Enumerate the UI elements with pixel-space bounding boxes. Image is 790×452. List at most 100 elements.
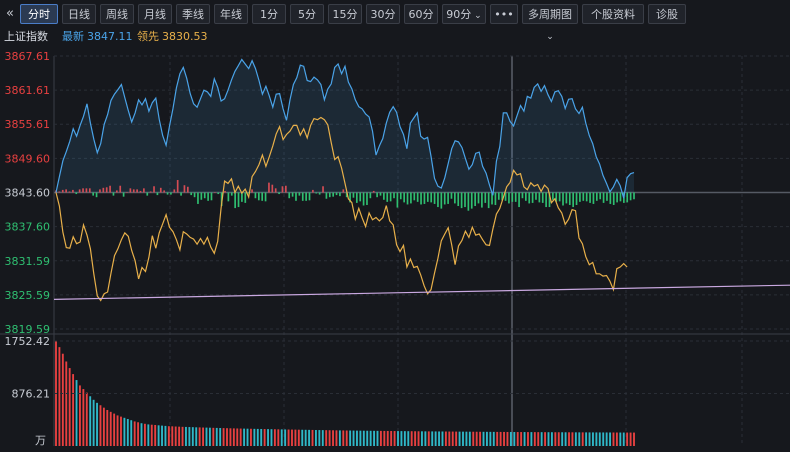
diff-bar [136, 189, 138, 193]
diff-bar [241, 192, 243, 202]
index-name: 上证指数 [4, 30, 48, 43]
diff-bar [244, 192, 247, 203]
volume-bar [130, 420, 133, 446]
volume-bar [236, 428, 239, 446]
diff-bar [497, 192, 500, 200]
diff-bar [318, 192, 321, 195]
diff-bar [129, 188, 132, 193]
volume-bar [195, 427, 198, 446]
volume-bar [116, 415, 119, 446]
volume-bar [629, 432, 632, 446]
diff-bar [298, 192, 301, 196]
volume-bar [557, 432, 560, 446]
volume-bar [592, 432, 594, 446]
toolbar-button-1[interactable]: 日线 [62, 4, 96, 24]
series-line-leading [55, 116, 628, 302]
diff-bar [410, 192, 412, 204]
volume-bar [547, 432, 550, 446]
diff-bar [450, 192, 453, 199]
toolbar-button-5[interactable]: 年线 [214, 4, 248, 24]
volume-bar [277, 429, 280, 446]
diff-bar [82, 188, 84, 193]
volume-bar [427, 431, 430, 446]
volume-bar [496, 431, 499, 446]
volume-bar [188, 427, 191, 446]
toolbar-button-0[interactable]: 分时 [20, 4, 58, 24]
toolbar-button-7[interactable]: 5分 [290, 4, 324, 24]
volume-bar [297, 429, 300, 446]
toolbar-button-3[interactable]: 月线 [138, 4, 172, 24]
diff-bar [460, 192, 463, 209]
volume-bar [325, 430, 328, 446]
diff-bar [315, 192, 318, 194]
volume-bar [369, 430, 372, 446]
y-tick-label: 3855.61 [5, 118, 51, 131]
collapse-icon[interactable]: « [6, 6, 14, 21]
diff-bar [159, 187, 162, 193]
toolbar-button-14[interactable]: 个股资料 [582, 4, 644, 24]
volume-bar [421, 431, 423, 446]
volume-bar [202, 427, 205, 446]
diff-bar [548, 192, 551, 208]
diff-bar [389, 192, 392, 202]
diff-bar [308, 192, 311, 201]
volume-bar [212, 427, 215, 446]
volume-bar [626, 432, 629, 446]
diff-bar [68, 191, 71, 193]
volume-bar [232, 428, 235, 446]
toolbar-button-6[interactable]: 1分 [252, 4, 286, 24]
volume-bar [99, 405, 102, 446]
diff-bar [61, 189, 64, 193]
diff-bar [109, 185, 111, 193]
volume-bar [417, 431, 420, 446]
volume-bar [403, 431, 406, 446]
diff-bar [78, 189, 81, 193]
toolbar-button-4[interactable]: 季线 [176, 4, 210, 24]
info-bar: 上证指数 最新 3847.11 领先 3830.53 [0, 30, 790, 46]
volume-bar [75, 380, 78, 446]
toolbar-button-12[interactable]: ••• [490, 4, 518, 24]
volume-bar [106, 410, 109, 446]
diff-bar [345, 192, 348, 198]
volume-bar [92, 399, 95, 446]
volume-bar [246, 428, 249, 446]
diff-bar [210, 192, 213, 201]
toolbar-button-13[interactable]: 多周期图 ⌄ [522, 4, 578, 42]
diff-bar [156, 192, 159, 196]
diff-bar [291, 192, 294, 197]
toolbar-button-10[interactable]: 60分 [404, 4, 438, 24]
volume-bar [161, 425, 163, 446]
volume-bar [438, 431, 440, 446]
volume-bar [174, 426, 177, 446]
toolbar-button-9[interactable]: 30分 [366, 4, 400, 24]
toolbar-button-8[interactable]: 15分 [328, 4, 362, 24]
volume-bar [462, 431, 464, 446]
toolbar-button-11[interactable]: 90分 ⌄ [442, 4, 486, 24]
toolbar-button-15[interactable]: 诊股 [648, 4, 686, 24]
volume-bar [424, 431, 427, 446]
diff-bar [474, 192, 476, 207]
volume-bar [314, 430, 317, 446]
diff-bar [568, 192, 571, 205]
volume-bar [270, 429, 273, 446]
volume-bar [509, 431, 512, 446]
diff-bar [322, 186, 324, 193]
diff-bar [301, 192, 304, 201]
diff-bar [508, 192, 510, 204]
volume-bar [479, 431, 482, 446]
diff-bar [535, 192, 537, 200]
diff-bar [207, 192, 209, 201]
diff-bar [190, 192, 193, 196]
diff-bar [437, 192, 439, 208]
diff-bar [305, 192, 307, 201]
volume-bar [301, 429, 304, 446]
diff-bar [362, 192, 365, 206]
volume-bar [250, 428, 252, 446]
volume-bar [472, 431, 475, 446]
toolbar-button-2[interactable]: 周线 [100, 4, 134, 24]
diff-bar [65, 189, 67, 193]
y-tick-label: 3843.60 [5, 187, 51, 200]
volume-bar [150, 424, 153, 446]
diff-bar [633, 192, 635, 200]
volume-bar [273, 429, 276, 446]
